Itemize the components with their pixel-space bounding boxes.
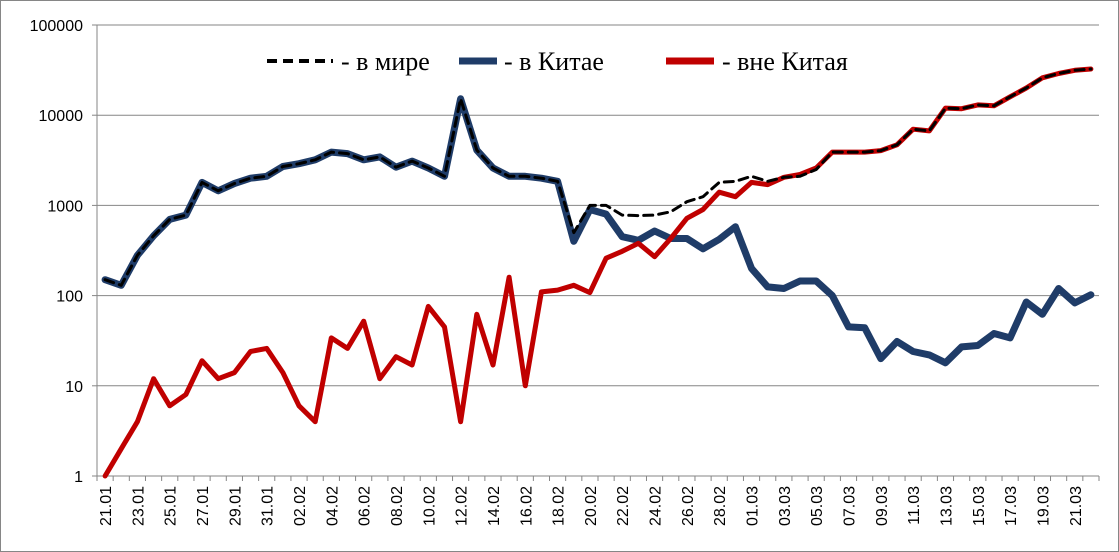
x-tick-label: 15.03 (971, 486, 988, 526)
x-tick-label: 24.02 (648, 486, 665, 526)
x-tick-label: 13.03 (938, 486, 955, 526)
x-tick-label: 17.03 (1003, 486, 1020, 526)
x-tick-label: 28.02 (712, 486, 729, 526)
y-tick-label: 100 (56, 289, 83, 306)
y-tick-labels: 1 10 100 1000 10000 100000 (30, 18, 83, 486)
x-tick-label: 16.02 (518, 486, 535, 526)
axes (96, 25, 1100, 481)
x-tick-label: 05.03 (809, 486, 826, 526)
gridlines (92, 24, 1099, 477)
x-tick-label: 19.03 (1035, 486, 1052, 526)
x-tick-label: 23.01 (130, 486, 147, 526)
series-line-china (101, 95, 1095, 367)
x-tick-label: 08.02 (389, 486, 406, 526)
legend-label-china: - в Китае (504, 47, 604, 76)
x-tick-label: 09.03 (874, 486, 891, 526)
x-tick-label: 20.02 (583, 486, 600, 526)
y-tick-label: 10000 (39, 108, 84, 125)
x-tick-label: 07.03 (842, 486, 859, 526)
y-tick-label: 1 (74, 469, 83, 486)
x-tick-label: 14.02 (486, 486, 503, 526)
y-tick-label: 100000 (30, 18, 83, 35)
series-line-outside-china (102, 66, 1094, 479)
x-tick-label: 26.02 (680, 486, 697, 526)
x-tick-label: 03.03 (777, 486, 794, 526)
x-tick-label: 10.02 (421, 486, 438, 526)
x-tick-label: 29.01 (227, 486, 244, 526)
legend: - в мире - в Китае - вне Китая (267, 47, 848, 76)
series-lines (101, 66, 1095, 479)
series-line-world (103, 67, 1093, 287)
x-tick-label: 31.01 (260, 486, 277, 526)
x-tick-label: 04.02 (324, 486, 341, 526)
x-tick-labels: 21.01 23.01 25.01 27.01 29.01 31.01 02.02 04.02… (98, 486, 1085, 526)
x-tick-label: 27.01 (195, 486, 212, 526)
legend-label-world: - в мире (341, 47, 430, 76)
x-tick-label: 21.01 (98, 486, 115, 526)
x-tick-label: 01.03 (745, 486, 762, 526)
legend-label-outside-china: - вне Китая (722, 47, 848, 76)
x-tick-label: 11.03 (906, 486, 923, 525)
x-tick-label: 25.01 (163, 486, 180, 526)
x-tick-label: 02.02 (292, 486, 309, 526)
x-tick-label: 06.02 (357, 486, 374, 526)
x-tick-label: 22.02 (615, 486, 632, 526)
x-tick-label: 18.02 (551, 486, 568, 526)
y-tick-label: 10 (65, 379, 83, 396)
y-tick-label: 1000 (47, 198, 83, 215)
x-tick-label: 12.02 (454, 486, 471, 526)
x-tick-label: 21.03 (1068, 486, 1085, 526)
